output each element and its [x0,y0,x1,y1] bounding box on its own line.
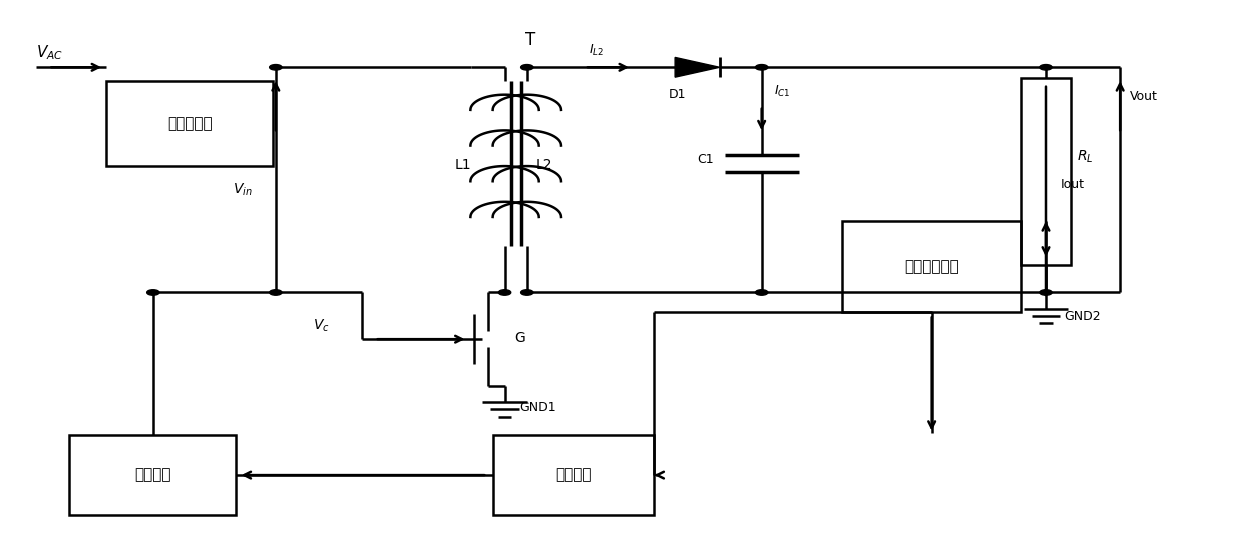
Text: L2: L2 [535,158,551,172]
Bar [69,436,237,515]
Circle shape [1040,290,1052,295]
Bar [1021,78,1070,265]
Bar [107,81,274,166]
Text: 整流、滤波: 整流、滤波 [167,116,213,131]
Circle shape [520,65,533,70]
Text: C1: C1 [698,153,714,166]
Polygon shape [675,57,720,77]
Bar [843,221,1021,312]
Text: GND2: GND2 [1064,310,1101,323]
Text: $R_L$: $R_L$ [1077,148,1093,165]
Circle shape [1040,65,1052,70]
Circle shape [270,290,282,295]
Text: Iout: Iout [1061,178,1085,191]
Circle shape [520,290,533,295]
Text: $V_c$: $V_c$ [313,317,330,333]
Text: 控制电路: 控制电路 [135,468,171,482]
Circle shape [756,290,768,295]
Bar [493,436,654,515]
Circle shape [498,290,510,295]
Text: D1: D1 [669,88,686,100]
Text: G: G [514,331,525,345]
Text: $I_{C1}$: $I_{C1}$ [774,84,790,99]
Text: $V_{AC}$: $V_{AC}$ [36,43,63,62]
Text: 输出电压检测: 输出电压检测 [904,259,959,274]
Text: T: T [525,31,535,49]
Circle shape [146,290,159,295]
Text: GND1: GND1 [519,401,556,413]
Text: 直流隔离: 直流隔离 [555,468,592,482]
Text: L1: L1 [455,158,472,172]
Circle shape [756,65,768,70]
Text: $I_{L2}$: $I_{L2}$ [589,43,603,57]
Text: Vout: Vout [1130,90,1158,103]
Text: $V_{in}$: $V_{in}$ [233,182,253,198]
Circle shape [270,65,282,70]
